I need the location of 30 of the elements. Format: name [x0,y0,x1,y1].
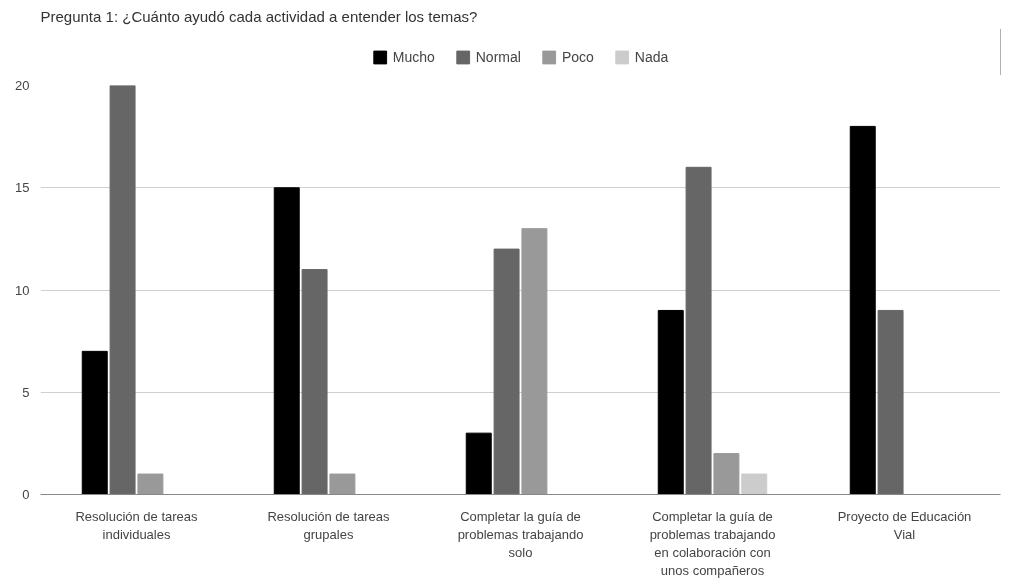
y-tick-label: 5 [22,384,30,400]
bar [137,473,164,495]
x-tick-label: Completar la guía de problemas trabajando en colaboración con unos compañeros [649,508,776,578]
bar [81,350,108,495]
y-tick-label: 20 [15,78,30,93]
y-tick-label: 10 [15,282,30,298]
bar [465,432,492,495]
legend-label: Nada [634,49,669,65]
bar [849,125,876,495]
bar [493,248,520,495]
x-tick-label: Resolución de tareas individuales [75,508,199,542]
bar [713,453,740,495]
legend-label: Normal [475,49,521,65]
y-tick-label: 15 [15,180,30,196]
bar [109,85,136,495]
bar [329,473,356,495]
bar [877,309,904,495]
bar [657,309,684,495]
x-tick-label: Resolución de tareas grupales [267,508,391,542]
legend-label: Poco [561,49,594,65]
bar [741,473,768,495]
legend-label: Mucho [392,49,435,65]
bar [273,187,300,495]
bar [685,166,712,495]
x-tick-label: Proyecto de Educación Vial [837,508,972,542]
x-tick-label: Completar la guía de problemas trabajando solo [457,508,584,560]
y-tick-label: 0 [22,487,30,502]
chart-title: Pregunta 1: ¿Cuánto ayudó cada actividad a entender los temas? [40,7,478,25]
bar [301,269,328,495]
bar [521,228,548,495]
